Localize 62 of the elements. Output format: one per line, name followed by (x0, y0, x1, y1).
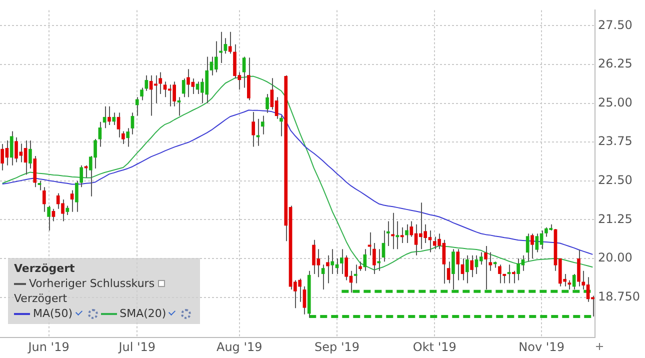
candlestick (10, 130, 14, 166)
candlestick (66, 205, 70, 216)
annotation: Verzögert (14, 291, 68, 306)
candlestick (466, 254, 469, 284)
y-tick-label: 22.50 (598, 173, 632, 188)
y-tick-label: 27.50 (598, 18, 632, 32)
candlestick (302, 286, 306, 315)
x-tick-label: Jul '19 (118, 340, 156, 354)
candlestick (377, 248, 381, 272)
candlestick (242, 56, 246, 88)
y-tick-label: 21.25 (598, 212, 632, 226)
candlestick (70, 190, 74, 212)
candlestick (130, 112, 134, 135)
candlestick (446, 261, 450, 284)
y-tick-label: 23.75 (598, 134, 632, 148)
legend-title: Verzögert (14, 261, 76, 276)
candlestick (182, 78, 186, 98)
legend-label: MA(50) (33, 307, 73, 320)
x-tick-label: Aug '19 (216, 340, 262, 354)
candlestick (363, 248, 367, 272)
candlestick (405, 224, 408, 244)
candlestick (52, 208, 56, 222)
candlestick (219, 31, 222, 64)
candlestick (42, 186, 46, 212)
legend-label: SMA(20) (120, 307, 166, 320)
candlestick (535, 233, 539, 253)
candlestick (260, 115, 264, 135)
x-tick-label: Nov '19 (518, 340, 564, 354)
candlestick (470, 254, 474, 278)
x-tick-label: Sep '19 (314, 340, 360, 354)
candlestick (266, 93, 269, 114)
annotation: Vorheriger Schlusskurs (28, 276, 156, 291)
candlestick (108, 106, 111, 126)
candlestick (456, 248, 460, 281)
candlestick (512, 270, 516, 284)
candlestick (224, 38, 228, 54)
candlestick (47, 205, 50, 232)
y-tick-label: 26.25 (598, 56, 632, 71)
candlestick (526, 233, 530, 262)
candlestick (140, 87, 144, 101)
candlestick (126, 128, 130, 148)
y-tick-label: 25.00 (598, 95, 632, 110)
candlestick (391, 212, 394, 250)
candlestick (102, 106, 106, 129)
candlestick (479, 252, 483, 266)
candlestick (135, 96, 139, 116)
candlestick (247, 57, 250, 101)
candlestick (326, 254, 330, 284)
candlestick (252, 111, 256, 148)
candlestick (112, 112, 116, 126)
x-tick-label: Jun '19 (27, 340, 70, 354)
x-tick-label: Okt '19 (412, 340, 456, 354)
candlestick (214, 40, 218, 73)
candlestick (400, 226, 404, 244)
y-tick-label: 20.00 (598, 250, 632, 265)
candlestick (354, 264, 358, 284)
candlestick (228, 31, 232, 54)
candlestick (98, 121, 102, 148)
candlestick (321, 264, 325, 290)
y-tick-label: 18.750 (598, 289, 640, 304)
candlestick (340, 248, 344, 274)
candlestick (530, 233, 534, 259)
